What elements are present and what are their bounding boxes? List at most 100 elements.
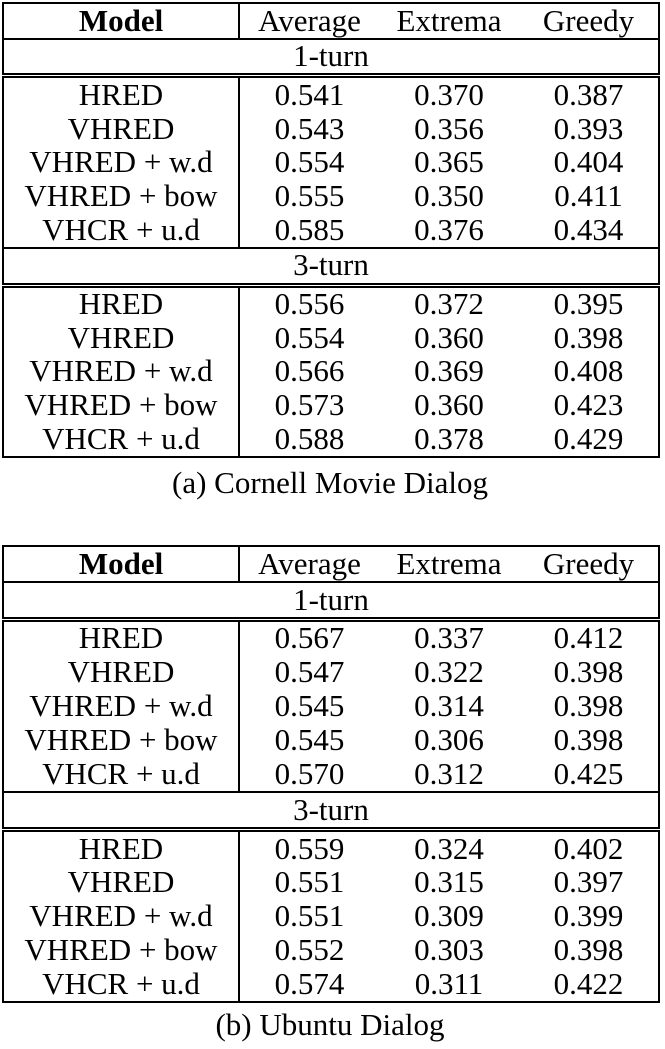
column-header-average: Average: [239, 3, 379, 40]
model-name-cell: VHCR + u.d: [3, 757, 240, 792]
metric-value-cell: 0.337: [414, 620, 484, 656]
metric-value-cell: 0.387: [553, 77, 624, 113]
metric-value-cell: 0.393: [553, 112, 624, 146]
model-name-cell: HRED: [3, 619, 240, 656]
table-row: VHRED + bow 0.555 0.350 0.411: [3, 179, 659, 214]
table-row: VHRED 0.551 0.315 0.397: [3, 865, 659, 900]
table-row: VHRED 0.543 0.356 0.393: [3, 112, 659, 146]
model-name-cell: VHCR + u.d: [3, 213, 240, 248]
metric-value-cell: 0.398: [553, 723, 624, 757]
table-row: VHRED + w.d 0.551 0.309 0.399: [3, 899, 659, 934]
table-row: HRED 0.556 0.372 0.395: [3, 285, 659, 322]
metric-value-cell: 0.372: [414, 286, 484, 322]
metric-value-cell: 0.554: [274, 145, 345, 180]
model-name-cell: VHRED: [3, 112, 240, 146]
metric-value-cell: 0.402: [553, 830, 624, 866]
metric-value-cell: 0.311: [414, 967, 484, 1001]
section-row-3-turn: 3-turn: [3, 246, 659, 288]
column-header-greedy: Greedy: [519, 3, 659, 40]
metric-value-cell: 0.314: [414, 689, 484, 724]
model-name-cell: VHRED + bow: [3, 933, 240, 968]
section-row-3-turn: 3-turn: [3, 790, 659, 832]
metric-value-cell: 0.588: [274, 422, 345, 456]
column-header-model: Model: [3, 3, 240, 40]
metric-value-cell: 0.555: [274, 179, 345, 214]
metric-value-cell: 0.434: [553, 213, 624, 247]
model-name-cell: VHRED + bow: [3, 179, 240, 214]
metric-value-cell: 0.566: [274, 354, 345, 389]
column-header-extrema: Extrema: [379, 546, 519, 583]
metric-value-cell: 0.423: [553, 388, 624, 423]
table-row: VHRED 0.554 0.360 0.398: [3, 321, 659, 355]
table-row: VHRED + w.d 0.545 0.314 0.398: [3, 689, 659, 724]
metric-value-cell: 0.356: [414, 112, 484, 146]
table-row: VHRED + w.d 0.554 0.365 0.404: [3, 145, 659, 180]
metric-value-cell: 0.312: [414, 757, 484, 791]
metric-value-cell: 0.369: [414, 354, 484, 389]
table-row: VHCR + u.d 0.585 0.376 0.434: [3, 213, 659, 248]
metric-value-cell: 0.570: [274, 757, 345, 791]
metric-value-cell: 0.559: [274, 830, 345, 866]
metric-value-cell: 0.397: [553, 865, 624, 900]
metric-value-cell: 0.303: [414, 933, 484, 967]
section-label: 1-turn: [3, 37, 659, 79]
metric-value-cell: 0.404: [553, 145, 624, 180]
table-row: VHRED + bow 0.573 0.360 0.423: [3, 388, 659, 423]
metric-value-cell: 0.545: [274, 723, 345, 757]
metric-value-cell: 0.376: [414, 213, 484, 247]
metric-value-cell: 0.398: [553, 933, 624, 967]
table-row: HRED 0.567 0.337 0.412: [3, 619, 659, 656]
metric-value-cell: 0.370: [414, 77, 484, 113]
model-name-cell: VHRED: [3, 865, 240, 900]
metric-value-cell: 0.567: [274, 620, 345, 656]
metric-value-cell: 0.545: [274, 689, 345, 724]
metric-value-cell: 0.365: [414, 145, 484, 180]
metric-value-cell: 0.574: [274, 967, 345, 1001]
metric-value-cell: 0.322: [414, 655, 484, 690]
metric-value-cell: 0.573: [274, 388, 345, 423]
metric-value-cell: 0.412: [553, 620, 624, 656]
metric-value-cell: 0.360: [414, 388, 484, 423]
cornell-results-table: Model Average Extrema Greedy 1-turn HRED 0.541…: [2, 2, 660, 458]
model-name-cell: VHRED + w.d: [3, 689, 240, 724]
model-name-cell: VHCR + u.d: [3, 422, 240, 457]
header-row: Model Average Extrema Greedy: [3, 3, 659, 40]
metric-value-cell: 0.306: [414, 723, 484, 757]
metric-value-cell: 0.585: [274, 213, 345, 247]
metric-value-cell: 0.551: [274, 865, 345, 900]
section-label: 3-turn: [3, 246, 659, 288]
table-row: VHCR + u.d 0.588 0.378 0.429: [3, 422, 659, 457]
table-row: VHCR + u.d 0.570 0.312 0.425: [3, 757, 659, 792]
metric-value-cell: 0.429: [553, 422, 624, 456]
metric-value-cell: 0.541: [274, 77, 345, 113]
section-row-1-turn: 1-turn: [3, 580, 659, 622]
metric-value-cell: 0.411: [554, 179, 623, 214]
metric-value-cell: 0.422: [553, 967, 624, 1001]
table-row: HRED 0.541 0.370 0.387: [3, 75, 659, 113]
model-name-cell: VHRED + bow: [3, 723, 240, 758]
section-row-1-turn: 1-turn: [3, 37, 659, 79]
table-row: VHRED + bow 0.552 0.303 0.398: [3, 933, 659, 968]
caption-ubuntu: (b) Ubuntu Dialog: [215, 1007, 445, 1042]
metric-value-cell: 0.556: [274, 286, 345, 322]
table-row: VHCR + u.d 0.574 0.311 0.422: [3, 967, 659, 1002]
metric-value-cell: 0.408: [553, 354, 624, 389]
metric-value-cell: 0.551: [274, 899, 345, 934]
column-header-average: Average: [239, 546, 379, 583]
table-row: VHRED + bow 0.545 0.306 0.398: [3, 723, 659, 758]
metric-value-cell: 0.543: [274, 112, 345, 146]
metric-value-cell: 0.360: [414, 321, 484, 355]
column-header-extrema: Extrema: [379, 3, 519, 40]
metric-value-cell: 0.324: [414, 830, 484, 866]
model-name-cell: VHRED: [3, 321, 240, 355]
metric-value-cell: 0.398: [553, 655, 624, 690]
table-row: HRED 0.559 0.324 0.402: [3, 829, 659, 866]
metric-value-cell: 0.552: [274, 933, 345, 967]
metric-value-cell: 0.309: [414, 899, 484, 934]
model-name-cell: HRED: [3, 829, 240, 866]
header-row: Model Average Extrema Greedy: [3, 546, 659, 583]
metric-value-cell: 0.398: [553, 321, 624, 355]
model-name-cell: VHRED + w.d: [3, 354, 240, 389]
metric-value-cell: 0.399: [553, 899, 624, 934]
table-row: VHRED + w.d 0.566 0.369 0.408: [3, 354, 659, 389]
